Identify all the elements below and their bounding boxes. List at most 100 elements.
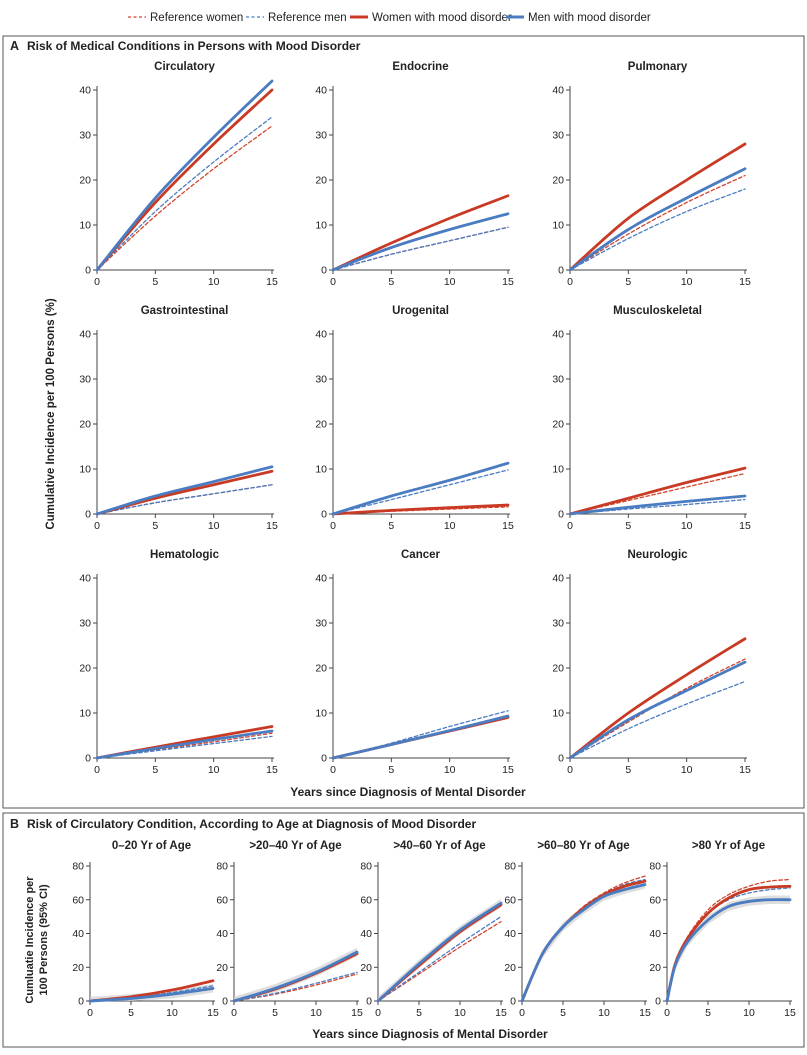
chart-9-neurologic-xtick-label-5: 5 <box>625 764 631 776</box>
chart-2-endocrine-ytick-label-10: 10 <box>315 220 327 232</box>
chart-6-musculoskeletal-title: Musculoskeletal <box>613 305 702 317</box>
chart-14-80-yr-of-age-xtick-label-0: 0 <box>664 1007 670 1019</box>
legend-label-men-mood: Men with mood disorder <box>528 12 651 24</box>
chart-5-urogenital: Urogenital 0 10 20 30 40 0 5 10 15 <box>315 305 514 532</box>
chart-3-pulmonary-xtick-label-5: 5 <box>625 276 631 288</box>
chart-12-40-60-yr-of-age-xtick-label-0: 0 <box>375 1007 381 1019</box>
chart-4-gastrointestinal-xtick-label-0: 0 <box>94 520 100 532</box>
legend-label-women-mood: Women with mood disorder <box>372 12 512 24</box>
chart-6-musculoskeletal-xtick-label-15: 15 <box>739 520 751 532</box>
chart-9-neurologic-ytick-label-20: 20 <box>552 663 564 675</box>
chart-9-neurologic-ytick-label-30: 30 <box>552 618 564 630</box>
chart-10-0-20-yr-of-age-xtick-label-15: 15 <box>207 1007 219 1019</box>
chart-3-pulmonary-series-reference-men <box>569 188 746 271</box>
chart-7-hematologic-xtick-label-5: 5 <box>152 764 158 776</box>
chart-14-80-yr-of-age-ytick-label-20: 20 <box>649 962 661 974</box>
chart-12-40-60-yr-of-age-series-men-with-mood-disorder <box>376 901 503 1003</box>
chart-11-20-40-yr-of-age-ytick-label-0: 0 <box>222 996 228 1008</box>
chart-1-circulatory-series-reference-men <box>96 116 273 271</box>
chart-5-urogenital-title: Urogenital <box>392 305 449 317</box>
chart-9-neurologic-title: Neurologic <box>627 549 688 561</box>
chart-14-80-yr-of-age-series-men-with-mood-disorder <box>665 898 792 1003</box>
chart-11-20-40-yr-of-age-xtick-label-15: 15 <box>351 1007 363 1019</box>
chart-2-endocrine: Endocrine 0 10 20 30 40 0 5 10 15 <box>315 61 514 288</box>
chart-2-endocrine-ytick-label-30: 30 <box>315 130 327 142</box>
chart-6-musculoskeletal-ytick-label-10: 10 <box>552 464 564 476</box>
chart-1-circulatory-series-reference-women <box>96 125 273 271</box>
legend-label-reference-men: Reference men <box>268 12 347 24</box>
chart-5-urogenital-series-men-with-mood-disorder <box>331 461 510 516</box>
chart-7-hematologic-ytick-label-30: 30 <box>79 618 91 630</box>
chart-10-0-20-yr-of-age-xtick-label-10: 10 <box>166 1007 178 1019</box>
panel-b-ylabel-line2: 100 Persons (95% CI) <box>38 884 50 996</box>
chart-5-urogenital-ytick-label-20: 20 <box>315 419 327 431</box>
chart-9-neurologic-ytick-label-0: 0 <box>558 753 564 765</box>
chart-12-40-60-yr-of-age-ytick-label-20: 20 <box>360 962 372 974</box>
chart-8-cancer-ytick-label-40: 40 <box>315 573 327 585</box>
chart-10-0-20-yr-of-age-ytick-label-0: 0 <box>78 996 84 1008</box>
chart-11-20-40-yr-of-age: >20–40 Yr of Age 0 20 40 60 80 0 5 10 15 <box>216 840 363 1019</box>
chart-6-musculoskeletal-ytick-label-20: 20 <box>552 419 564 431</box>
chart-3-pulmonary-series-men-with-mood-disorder <box>568 167 747 272</box>
chart-3-pulmonary-ytick-label-30: 30 <box>552 130 564 142</box>
panel-a-frame <box>2 35 805 809</box>
chart-4-gastrointestinal-ytick-label-10: 10 <box>79 464 91 476</box>
chart-13-60-80-yr-of-age-ytick-label-40: 40 <box>504 928 516 940</box>
chart-14-80-yr-of-age-ytick-label-60: 60 <box>649 894 661 906</box>
chart-8-cancer-ytick-label-10: 10 <box>315 708 327 720</box>
chart-10-0-20-yr-of-age-ytick-label-40: 40 <box>72 928 84 940</box>
chart-2-endocrine-title: Endocrine <box>392 61 448 73</box>
chart-7-hematologic-series-men-with-mood-disorder <box>95 729 274 760</box>
chart-3-pulmonary: Pulmonary 0 10 20 30 40 0 5 10 15 <box>552 61 751 288</box>
chart-4-gastrointestinal-ytick-label-20: 20 <box>79 419 91 431</box>
chart-12-40-60-yr-of-age-xtick-label-15: 15 <box>495 1007 507 1019</box>
chart-4-gastrointestinal-ytick-label-40: 40 <box>79 329 91 341</box>
chart-5-urogenital-series-women-with-mood-disorder <box>331 503 510 516</box>
chart-4-gastrointestinal-xtick-label-10: 10 <box>208 520 220 532</box>
chart-5-urogenital-xtick-label-15: 15 <box>502 520 514 532</box>
chart-13-60-80-yr-of-age-xtick-label-15: 15 <box>639 1007 651 1019</box>
chart-4-gastrointestinal-ytick-label-0: 0 <box>85 509 91 521</box>
chart-6-musculoskeletal-series-women-with-mood-disorder <box>568 466 747 516</box>
chart-6-musculoskeletal-xtick-label-0: 0 <box>567 520 573 532</box>
chart-8-cancer-xtick-label-10: 10 <box>444 764 456 776</box>
chart-6-musculoskeletal-series-men-with-mood-disorder <box>568 494 747 516</box>
chart-9-neurologic-ytick-label-10: 10 <box>552 708 564 720</box>
chart-10-0-20-yr-of-age-ytick-label-20: 20 <box>72 962 84 974</box>
chart-5-urogenital-xtick-label-0: 0 <box>330 520 336 532</box>
chart-1-circulatory-xtick-label-15: 15 <box>266 276 278 288</box>
chart-14-80-yr-of-age-xtick-label-5: 5 <box>705 1007 711 1019</box>
chart-4-gastrointestinal-series-reference-men <box>96 484 273 515</box>
chart-12-40-60-yr-of-age-ytick-label-40: 40 <box>360 928 372 940</box>
chart-7-hematologic-title: Hematologic <box>150 549 220 561</box>
chart-13-60-80-yr-of-age-ytick-label-80: 80 <box>504 861 516 873</box>
charts-container: Circulatory 0 10 20 30 40 0 5 10 15 Endocrine 0 10 20… <box>72 61 796 1019</box>
chart-6-musculoskeletal-ytick-label-0: 0 <box>558 509 564 521</box>
panel-a-ylabel: Cumulative Incidence per 100 Persons (%) <box>45 298 57 530</box>
chart-2-endocrine-xtick-label-5: 5 <box>388 276 394 288</box>
chart-9-neurologic-series-men-with-mood-disorder <box>568 660 747 760</box>
legend: Reference women Reference men Women with… <box>128 12 651 24</box>
legend-label-reference-women: Reference women <box>150 12 243 24</box>
chart-1-circulatory-ytick-label-0: 0 <box>85 265 91 277</box>
chart-13-60-80-yr-of-age-series-women-with-mood-disorder <box>520 879 647 1003</box>
chart-8-cancer: Cancer 0 10 20 30 40 0 5 10 15 <box>315 549 514 776</box>
chart-8-cancer-title: Cancer <box>401 549 441 561</box>
chart-9-neurologic-ytick-label-40: 40 <box>552 573 564 585</box>
chart-7-hematologic-xtick-label-0: 0 <box>94 764 100 776</box>
chart-11-20-40-yr-of-age-xtick-label-0: 0 <box>231 1007 237 1019</box>
chart-10-0-20-yr-of-age-series-men-with-mood-disorder <box>88 986 215 1003</box>
chart-7-hematologic: Hematologic 0 10 20 30 40 0 5 10 15 <box>79 549 278 776</box>
panel-b-title: Risk of Circulatory Condition, According… <box>27 817 476 831</box>
panel-b-ylabel-line1: Cumluatie Incidence per <box>24 876 36 1004</box>
chart-8-cancer-ytick-label-20: 20 <box>315 663 327 675</box>
panel-a-title: Risk of Medical Conditions in Persons wi… <box>27 39 361 53</box>
chart-13-60-80-yr-of-age-series-reference-women <box>521 875 646 1002</box>
chart-7-hematologic-ytick-label-40: 40 <box>79 573 91 585</box>
chart-6-musculoskeletal-xtick-label-10: 10 <box>681 520 693 532</box>
chart-10-0-20-yr-of-age: 0–20 Yr of Age 0 20 40 60 80 0 5 10 15 <box>72 840 219 1019</box>
chart-7-hematologic-xtick-label-10: 10 <box>208 764 220 776</box>
chart-11-20-40-yr-of-age-series-reference-men <box>233 971 358 1002</box>
